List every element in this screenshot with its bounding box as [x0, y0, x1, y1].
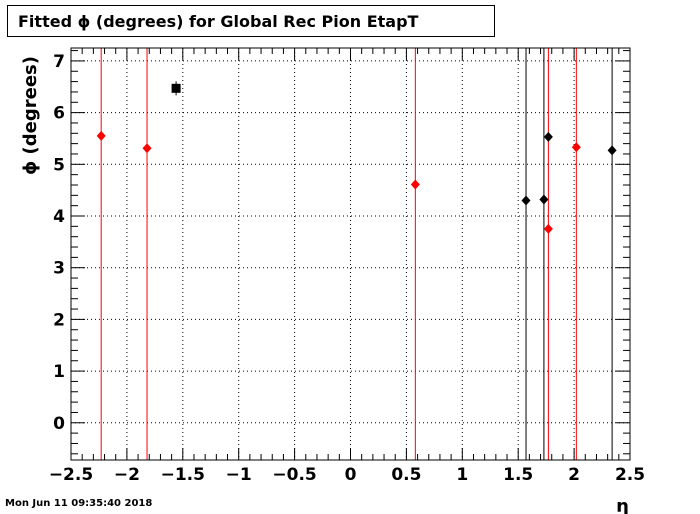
- x-tick-label: 1: [456, 465, 468, 485]
- x-tick-label: −0.5: [272, 465, 316, 485]
- plot-frame: [70, 47, 631, 461]
- chart-title-box: Fitted ϕ (degrees) for Global Rec Pion E…: [7, 5, 495, 37]
- data-point: [571, 142, 581, 153]
- data-point: [410, 179, 420, 190]
- data-point: [539, 194, 549, 205]
- y-tick-label: 2: [53, 310, 65, 330]
- y-tick-label: 3: [53, 259, 65, 279]
- axis-ticks: [70, 48, 631, 460]
- data-point: [521, 195, 531, 206]
- x-tick-label: 2.5: [615, 465, 645, 485]
- x-tick-label: −1: [226, 465, 252, 485]
- x-tick-label: 2: [568, 465, 580, 485]
- grid-lines: [71, 48, 630, 460]
- y-tick-labels: 0 1 2 3 4 5 6 7: [53, 52, 65, 434]
- x-tick-label: −1.5: [161, 465, 205, 485]
- timestamp: Mon Jun 11 09:35:40 2018: [5, 498, 153, 509]
- data-point: [96, 130, 106, 141]
- data-markers: [96, 81, 617, 234]
- vertical-lines: [100, 48, 613, 460]
- y-tick-label: 7: [53, 52, 65, 72]
- x-tick-label: −2.5: [49, 465, 93, 485]
- data-point: [543, 223, 553, 234]
- y-tick-label: 4: [53, 207, 65, 227]
- x-tick-label: 0.5: [391, 465, 421, 485]
- data-point: [171, 83, 181, 93]
- x-tick-label: −2: [114, 465, 140, 485]
- data-point: [607, 145, 617, 156]
- x-tick-label: 1.5: [503, 465, 533, 485]
- x-axis-title: η: [616, 496, 629, 514]
- y-tick-label: 1: [53, 362, 65, 382]
- data-point: [543, 131, 553, 142]
- y-tick-label: 0: [53, 414, 65, 434]
- y-tick-label: 6: [53, 104, 65, 124]
- chart-title: Fitted ϕ (degrees) for Global Rec Pion E…: [18, 12, 419, 31]
- y-axis-title: ϕ (degrees): [20, 56, 41, 175]
- y-tick-label: 5: [53, 155, 65, 175]
- x-tick-label: 0: [345, 465, 357, 485]
- data-point: [142, 143, 152, 154]
- x-tick-labels: −2.5 −2 −1.5 −1 −0.5 0 0.5 1 1.5 2 2.5: [49, 465, 645, 485]
